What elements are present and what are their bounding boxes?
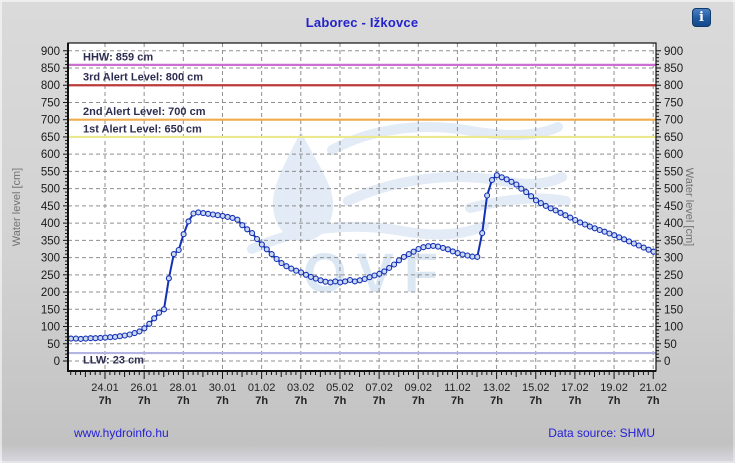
y-tick-label-right: 350: [664, 235, 683, 247]
x-tick-hour-label: 7h: [334, 395, 347, 407]
x-tick-date-label: 17.02: [561, 382, 589, 394]
x-tick-hour-label: 7h: [451, 395, 464, 407]
x-tick-date-label: 01.02: [248, 382, 276, 394]
page-title: Laborec - Ižkovce: [305, 15, 419, 30]
y-tick-label-right: 750: [664, 97, 683, 109]
info-icon: i: [699, 10, 704, 25]
y-tick-label-left: 650: [41, 132, 60, 144]
reference-line-label-alert-3rd: 3rd Alert Level: 800 cm: [83, 72, 203, 84]
info-button[interactable]: i: [692, 8, 711, 27]
y-tick-label-left: 500: [41, 184, 60, 196]
y-tick-label-right: 150: [664, 304, 683, 316]
y-tick-label-left: 400: [41, 218, 60, 230]
x-tick-hour-label: 7h: [177, 395, 190, 407]
x-tick-hour-label: 7h: [608, 395, 621, 407]
data-source-label: Data source: SHMU: [548, 426, 655, 440]
y-tick-label-right: 450: [664, 201, 683, 213]
data-point-markers: [69, 172, 655, 342]
x-axis-ticks: [70, 372, 654, 379]
y-tick-label-right: 650: [664, 132, 683, 144]
x-tick-date-label: 21.02: [639, 382, 667, 394]
x-tick-hour-label: 7h: [529, 395, 542, 407]
x-tick-date-label: 26.01: [130, 382, 158, 394]
water-level-series: [69, 172, 655, 342]
y-tick-label-left: 600: [41, 149, 60, 161]
x-tick-date-label: 15.02: [522, 382, 550, 394]
y-tick-label-right: 250: [664, 270, 683, 282]
plot-area: [68, 43, 656, 371]
reference-line-label-alert-1st: 1st Alert Level: 650 cm: [83, 123, 202, 135]
y-tick-label-right: 900: [664, 46, 683, 58]
y-tick-label-right: 100: [664, 322, 683, 334]
x-tick-date-label: 07.02: [365, 382, 393, 394]
y-tick-label-right: 200: [664, 287, 683, 299]
y-tick-label-left: 350: [41, 235, 60, 247]
x-tick-hour-label: 7h: [216, 395, 229, 407]
water-level-chart: OVF HHW: 859 cm 3rd Alert Level: 800 cm 2nd…: [11, 42, 695, 407]
y-tick-label-right: 600: [664, 149, 683, 161]
x-tick-date-label: 19.02: [600, 382, 628, 394]
plot-frame: [67, 42, 657, 372]
x-tick-date-label: 24.01: [91, 382, 119, 394]
y-tick-label-left: 550: [41, 166, 60, 178]
y-tick-label-left: 50: [47, 339, 60, 351]
y-tick-label-left: 800: [41, 80, 60, 92]
x-tick-date-label: 09.02: [404, 382, 432, 394]
reference-lines: HHW: 859 cm 3rd Alert Level: 800 cm 2nd Al…: [68, 51, 656, 367]
y-tick-label-left: 700: [41, 115, 60, 127]
watermark-wave-icon: [465, 193, 571, 213]
x-tick-hour-label: 7h: [647, 395, 660, 407]
y-tick-label-right: 0: [664, 356, 670, 368]
watermark-wave-icon: [343, 172, 567, 206]
y-tick-label-left: 250: [41, 270, 60, 282]
y-tick-label-left: 900: [41, 46, 60, 58]
x-tick-hour-label: 7h: [99, 395, 112, 407]
x-tick-hour-label: 7h: [294, 395, 307, 407]
x-tick-hour-label: 7h: [490, 395, 503, 407]
x-tick-date-label: 11.02: [444, 382, 471, 394]
x-tick-hour-label: 7h: [568, 395, 581, 407]
y-tick-label-left: 200: [41, 287, 60, 299]
reference-line-label-llw: LLW: 23 cm: [83, 355, 144, 367]
y-tick-label-right: 550: [664, 166, 683, 178]
y-tick-label-right: 800: [664, 80, 683, 92]
y-tick-label-left: 0: [54, 356, 60, 368]
x-tick-hour-label: 7h: [373, 395, 386, 407]
reference-line-label-hhw: HHW: 859 cm: [83, 51, 153, 63]
y-tick-label-left: 750: [41, 97, 60, 109]
y-tick-label-left: 300: [41, 253, 60, 265]
y-tick-label-right: 700: [664, 115, 683, 127]
x-tick-date-label: 13.02: [483, 382, 511, 394]
y-tick-label-left: 450: [41, 201, 60, 213]
x-tick-date-label: 05.02: [326, 382, 354, 394]
reference-line-label-alert-2nd: 2nd Alert Level: 700 cm: [83, 106, 206, 118]
y-tick-label-right: 500: [664, 184, 683, 196]
x-tick-date-label: 03.02: [287, 382, 315, 394]
y-tick-label-left: 100: [41, 322, 60, 334]
y-tick-label-right: 850: [664, 63, 683, 75]
watermark-drop-icon: [272, 131, 334, 242]
y-axis-title-left: Water level [cm]: [11, 168, 23, 246]
hydroinfo-link[interactable]: www.hydroinfo.hu: [74, 426, 169, 440]
y-tick-label-right: 50: [664, 339, 677, 351]
x-tick-hour-label: 7h: [255, 395, 268, 407]
y-axis-title-right: Water level [cm]: [683, 168, 695, 246]
watermark-text: OVF: [303, 241, 448, 304]
y-tick-label-left: 150: [41, 304, 60, 316]
y-axis-ticks: 0 0 50 50 100 100 150 150 200 200 250 250 300 300 350 3…: [41, 46, 683, 368]
y-tick-label-right: 400: [664, 218, 683, 230]
watermark-wave-icon: [327, 121, 563, 155]
watermark-wave-icon: [247, 221, 489, 254]
x-tick-date-label: 30.01: [209, 382, 237, 394]
x-axis-labels: 24.017h26.017h28.017h30.017h01.027h03.02…: [91, 382, 667, 407]
y-tick-label-left: 850: [41, 63, 60, 75]
x-tick-hour-label: 7h: [138, 395, 151, 407]
x-tick-hour-label: 7h: [412, 395, 425, 407]
x-tick-date-label: 28.01: [170, 382, 198, 394]
y-tick-label-right: 300: [664, 253, 683, 265]
